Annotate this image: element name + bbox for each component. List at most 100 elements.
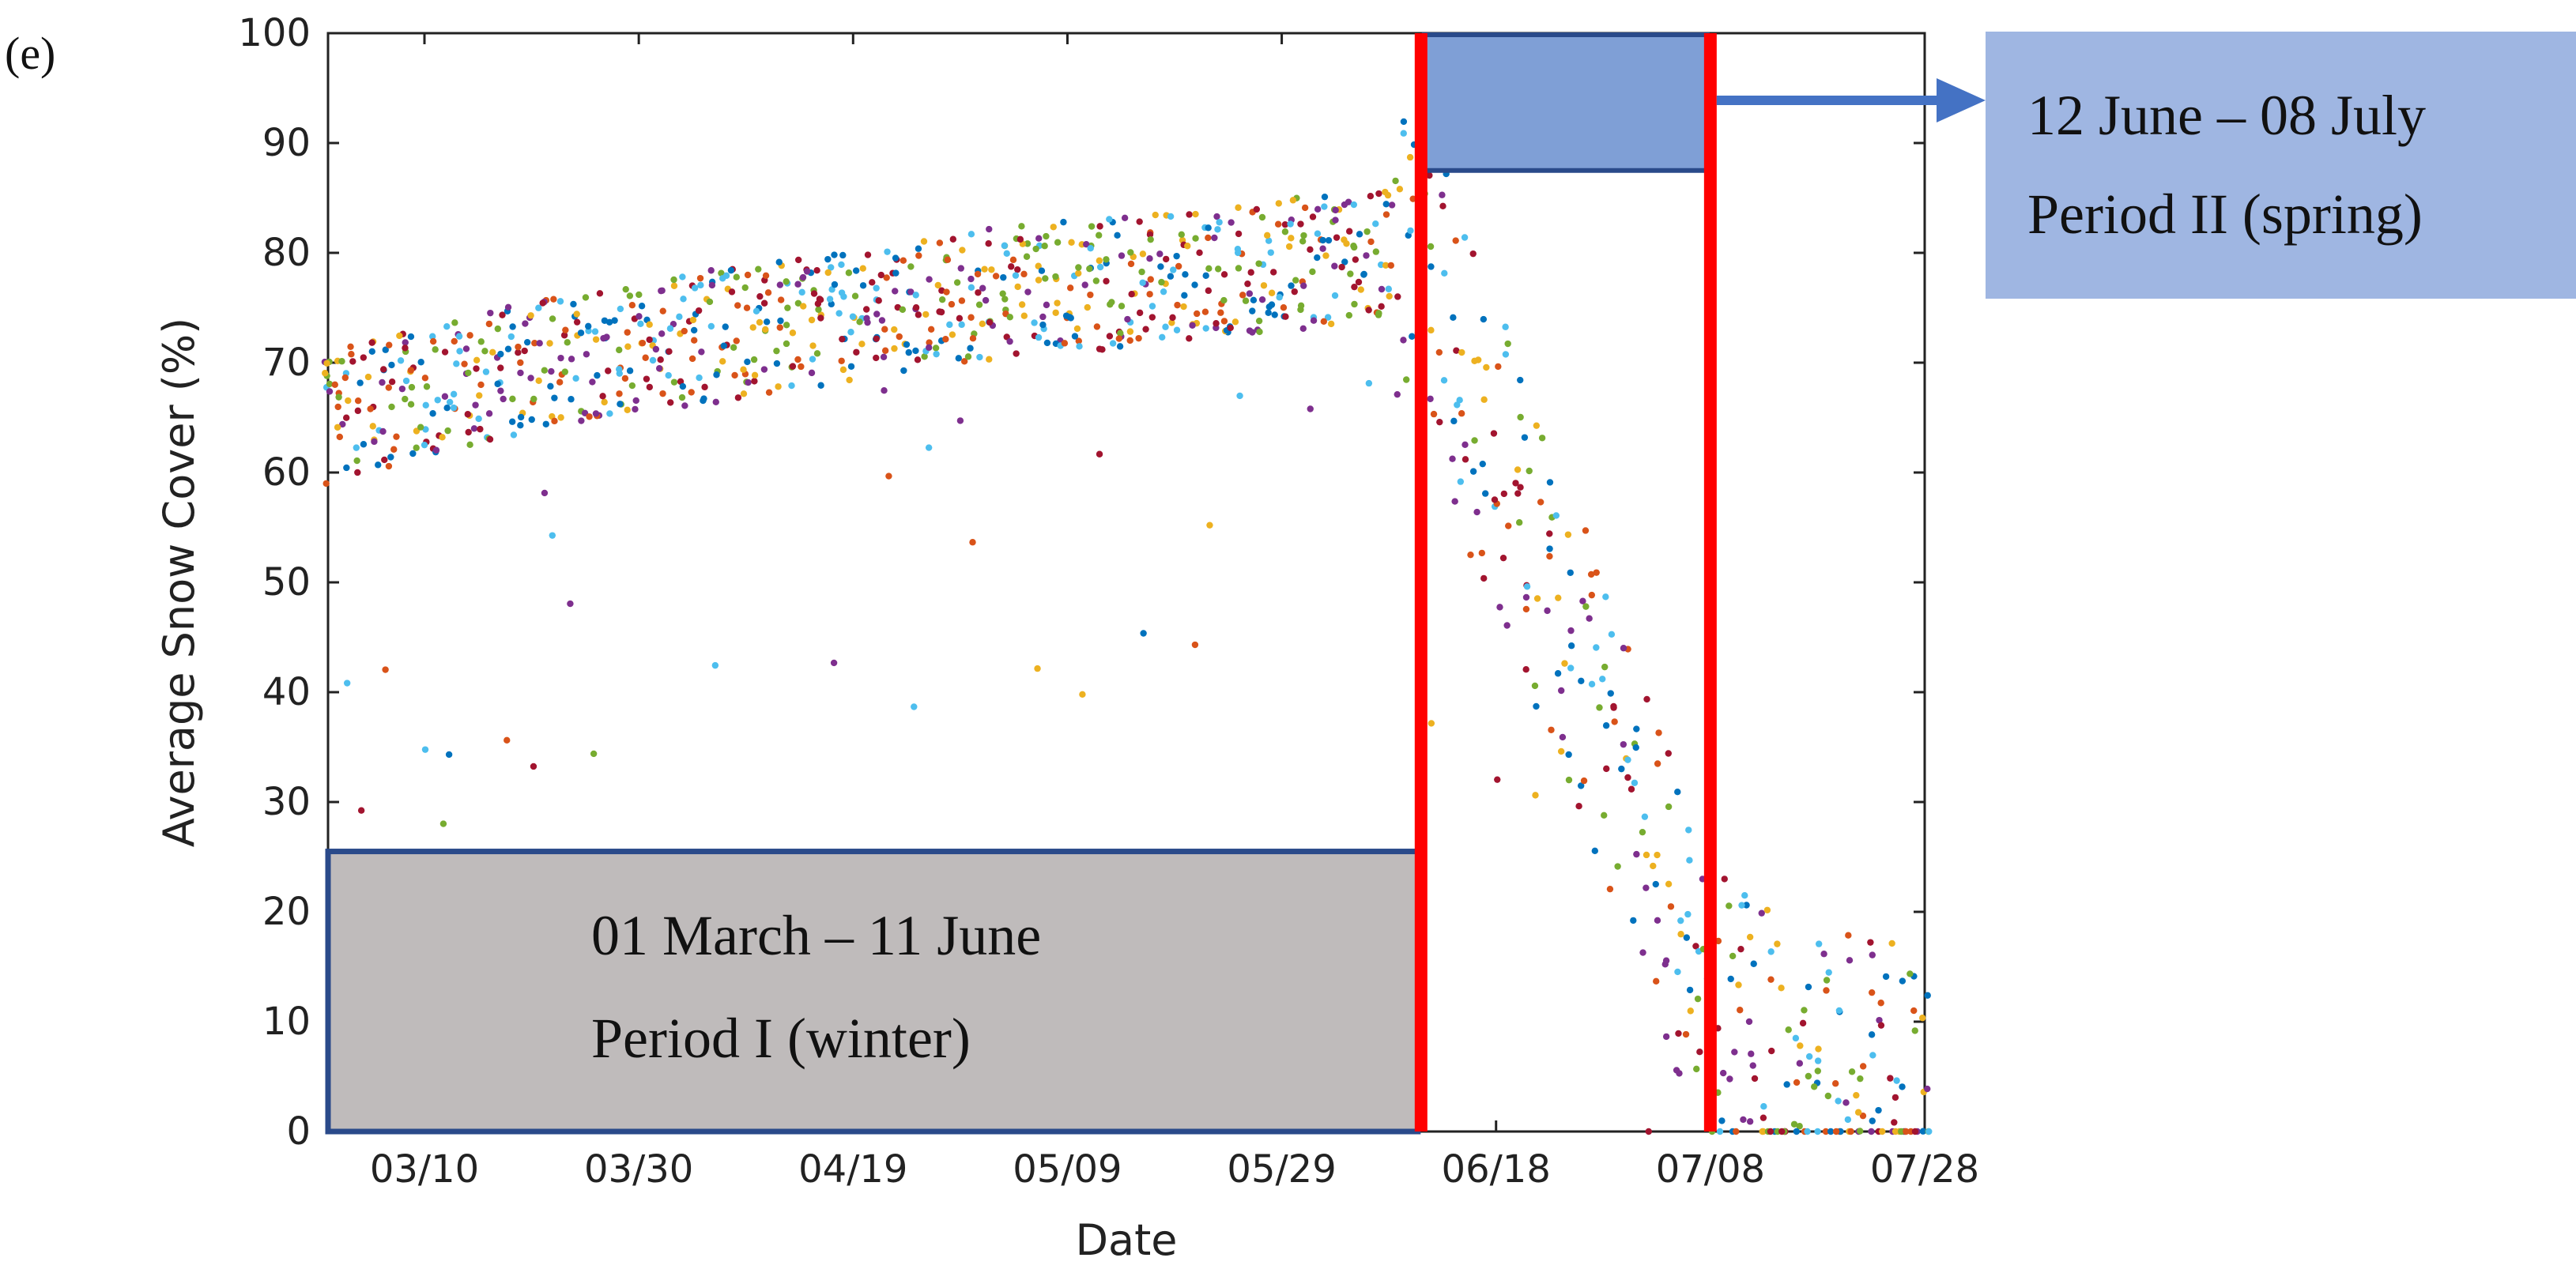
data-point bbox=[528, 416, 535, 424]
data-point bbox=[696, 374, 703, 382]
data-point bbox=[591, 328, 599, 335]
data-point bbox=[561, 368, 568, 375]
data-point bbox=[1009, 256, 1017, 264]
data-point bbox=[1382, 262, 1390, 269]
data-point bbox=[957, 265, 964, 272]
data-point bbox=[713, 371, 720, 378]
data-point bbox=[1620, 645, 1627, 652]
data-point bbox=[562, 326, 569, 333]
data-point bbox=[382, 666, 389, 673]
data-point bbox=[616, 390, 623, 397]
data-point bbox=[517, 413, 525, 421]
data-point bbox=[679, 382, 687, 390]
data-point bbox=[1814, 1068, 1822, 1075]
data-point bbox=[417, 359, 424, 366]
data-point bbox=[1341, 258, 1348, 265]
data-point bbox=[979, 320, 986, 328]
data-point bbox=[658, 287, 666, 294]
data-point bbox=[326, 380, 334, 388]
data-point bbox=[1831, 1080, 1839, 1087]
data-point bbox=[1407, 227, 1414, 235]
data-point bbox=[504, 736, 511, 744]
data-point bbox=[1114, 232, 1121, 239]
data-point bbox=[733, 273, 740, 281]
data-point bbox=[407, 401, 415, 408]
data-point bbox=[969, 335, 977, 342]
data-point bbox=[1285, 243, 1293, 250]
data-point bbox=[1548, 726, 1555, 733]
data-point bbox=[885, 473, 892, 480]
data-point bbox=[922, 311, 930, 318]
data-point bbox=[1760, 1103, 1767, 1110]
data-point bbox=[765, 389, 773, 396]
data-point bbox=[1491, 496, 1499, 503]
data-point bbox=[357, 807, 365, 814]
data-point bbox=[1532, 792, 1539, 799]
data-point bbox=[1338, 263, 1345, 271]
data-point bbox=[905, 348, 912, 356]
data-point bbox=[586, 413, 593, 420]
data-point bbox=[756, 292, 764, 300]
data-point bbox=[402, 339, 409, 346]
data-point bbox=[722, 272, 730, 280]
data-point bbox=[606, 410, 613, 417]
data-point bbox=[1052, 273, 1059, 281]
data-point bbox=[1356, 231, 1363, 238]
data-point bbox=[1674, 789, 1681, 796]
data-point bbox=[1514, 466, 1522, 473]
data-point bbox=[1352, 256, 1360, 263]
data-point bbox=[1115, 335, 1122, 342]
data-point bbox=[1893, 1077, 1900, 1084]
data-point bbox=[475, 415, 482, 423]
data-point bbox=[1473, 508, 1480, 516]
data-point bbox=[1751, 1075, 1759, 1083]
data-point bbox=[1677, 917, 1684, 924]
data-point bbox=[1281, 220, 1289, 228]
data-point bbox=[1350, 201, 1358, 209]
data-point bbox=[755, 265, 762, 273]
data-point bbox=[1173, 326, 1181, 333]
data-point bbox=[1066, 284, 1074, 292]
data-point bbox=[1325, 236, 1333, 244]
data-point bbox=[515, 349, 522, 356]
data-point bbox=[1891, 1119, 1898, 1126]
data-point bbox=[1242, 297, 1250, 304]
data-point bbox=[1350, 243, 1358, 251]
data-point bbox=[1006, 337, 1013, 345]
data-point bbox=[859, 265, 866, 272]
data-point bbox=[341, 374, 349, 382]
data-point bbox=[707, 267, 715, 274]
data-point bbox=[1367, 192, 1375, 200]
data-point bbox=[1746, 933, 1754, 941]
data-point bbox=[599, 393, 606, 400]
data-point bbox=[1054, 239, 1062, 246]
data-point bbox=[646, 336, 653, 344]
data-point bbox=[1624, 774, 1631, 781]
data-point bbox=[1378, 285, 1386, 293]
data-point bbox=[1387, 262, 1395, 269]
data-point bbox=[617, 401, 624, 408]
data-point bbox=[465, 428, 472, 436]
data-point bbox=[1054, 299, 1061, 307]
data-point bbox=[798, 363, 805, 371]
data-point bbox=[708, 281, 716, 289]
data-point bbox=[1924, 992, 1931, 999]
period-1-box bbox=[325, 849, 1421, 1135]
data-point bbox=[1458, 410, 1465, 417]
data-point bbox=[379, 427, 387, 435]
x-tick-label: 04/19 bbox=[798, 1147, 907, 1192]
data-point bbox=[1603, 765, 1610, 773]
data-point bbox=[382, 346, 389, 353]
data-point bbox=[670, 276, 677, 284]
data-point bbox=[969, 539, 976, 546]
data-point bbox=[956, 314, 964, 322]
data-point bbox=[892, 269, 900, 277]
data-point bbox=[1392, 177, 1399, 185]
data-point bbox=[1749, 1062, 1756, 1069]
data-point bbox=[1299, 325, 1307, 333]
data-point bbox=[1685, 827, 1692, 834]
data-point bbox=[1515, 519, 1523, 526]
data-point bbox=[794, 281, 801, 288]
data-point bbox=[345, 397, 352, 405]
data-point bbox=[760, 299, 768, 307]
